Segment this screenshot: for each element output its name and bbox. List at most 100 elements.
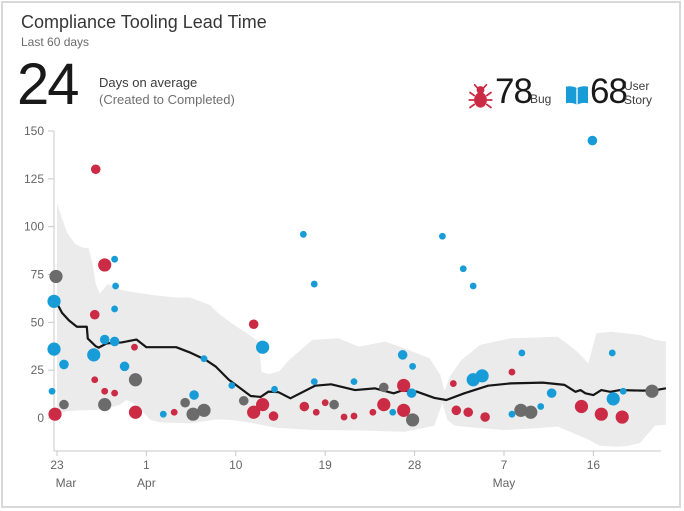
dot-bug[interactable] bbox=[463, 407, 474, 418]
dot-bug[interactable] bbox=[312, 408, 320, 416]
dot-other[interactable] bbox=[49, 269, 63, 284]
dot-bug[interactable] bbox=[480, 412, 490, 422]
bug-icon bbox=[468, 83, 493, 115]
dot-user-story[interactable] bbox=[350, 378, 358, 386]
dot-bug[interactable] bbox=[449, 380, 457, 387]
dot-user-story[interactable] bbox=[537, 403, 545, 410]
dot-user-story[interactable] bbox=[119, 361, 130, 372]
dot-bug[interactable] bbox=[268, 411, 279, 421]
dot-user-story[interactable] bbox=[475, 369, 489, 383]
dot-other[interactable] bbox=[514, 403, 528, 417]
y-tick-label: 50 bbox=[31, 315, 45, 329]
dot-user-story[interactable] bbox=[189, 390, 199, 400]
dot-user-story[interactable] bbox=[459, 265, 467, 273]
dot-bug[interactable] bbox=[369, 408, 377, 416]
dot-bug[interactable] bbox=[574, 399, 589, 414]
dot-bug[interactable] bbox=[90, 164, 101, 175]
dot-bug[interactable] bbox=[248, 319, 259, 330]
dot-other[interactable] bbox=[59, 399, 69, 410]
dot-bug[interactable] bbox=[170, 408, 178, 416]
dot-user-story[interactable] bbox=[389, 408, 397, 416]
dot-user-story[interactable] bbox=[310, 378, 318, 386]
dot-bug[interactable] bbox=[350, 412, 358, 420]
dot-user-story[interactable] bbox=[439, 232, 446, 240]
dot-user-story[interactable] bbox=[48, 387, 56, 395]
dot-user-story[interactable] bbox=[310, 280, 318, 288]
dot-bug[interactable] bbox=[397, 378, 411, 393]
widget-title: Compliance Tooling Lead Time bbox=[21, 12, 267, 32]
dot-bug[interactable] bbox=[340, 413, 348, 421]
story-label: User Story bbox=[624, 79, 653, 107]
dot-other[interactable] bbox=[197, 403, 211, 417]
x-tick-label: 23 bbox=[50, 458, 64, 472]
dot-bug[interactable] bbox=[594, 407, 608, 421]
dot-other[interactable] bbox=[329, 399, 339, 410]
dot-user-story[interactable] bbox=[406, 388, 417, 398]
dot-bug[interactable] bbox=[98, 258, 112, 272]
dot-user-story[interactable] bbox=[47, 342, 61, 356]
dot-user-story[interactable] bbox=[606, 392, 620, 406]
dot-user-story[interactable] bbox=[112, 282, 120, 290]
dot-bug[interactable] bbox=[48, 407, 62, 421]
dot-user-story[interactable] bbox=[109, 336, 120, 347]
dot-user-story[interactable] bbox=[469, 282, 477, 290]
dot-user-story[interactable] bbox=[59, 359, 69, 370]
bug-label: Bug bbox=[530, 92, 552, 106]
average-days-label: Days on average bbox=[99, 75, 198, 90]
x-tick-label: 16 bbox=[587, 458, 601, 472]
dot-other[interactable] bbox=[98, 398, 112, 412]
dot-user-story[interactable] bbox=[619, 387, 627, 395]
dot-bug[interactable] bbox=[247, 405, 261, 419]
dot-user-story[interactable] bbox=[111, 305, 119, 313]
dot-user-story[interactable] bbox=[608, 349, 616, 357]
stddev-band bbox=[57, 203, 666, 447]
x-month-label: Apr bbox=[137, 476, 156, 490]
dot-user-story[interactable] bbox=[546, 388, 557, 398]
x-tick-label: 10 bbox=[229, 458, 243, 472]
dot-user-story[interactable] bbox=[200, 355, 208, 363]
dot-other[interactable] bbox=[645, 384, 659, 398]
dot-user-story[interactable] bbox=[111, 255, 119, 263]
dot-user-story[interactable] bbox=[47, 294, 61, 308]
dot-other[interactable] bbox=[406, 413, 420, 427]
trend-line bbox=[56, 302, 667, 402]
dot-bug[interactable] bbox=[91, 376, 99, 384]
dot-bug[interactable] bbox=[128, 405, 143, 419]
dot-user-story[interactable] bbox=[99, 334, 110, 345]
dot-bug[interactable] bbox=[615, 410, 629, 424]
dot-user-story[interactable] bbox=[271, 385, 278, 393]
dot-bug[interactable] bbox=[397, 403, 411, 417]
dot-user-story[interactable] bbox=[397, 350, 408, 360]
dot-other[interactable] bbox=[128, 373, 143, 387]
dot-other[interactable] bbox=[186, 407, 200, 421]
y-tick-label: 150 bbox=[24, 124, 44, 138]
dot-bug[interactable] bbox=[321, 399, 329, 407]
dot-bug[interactable] bbox=[111, 389, 119, 397]
dot-other[interactable] bbox=[238, 395, 249, 406]
dot-bug[interactable] bbox=[377, 398, 391, 412]
dot-other[interactable] bbox=[524, 405, 538, 419]
dot-user-story[interactable] bbox=[299, 230, 307, 238]
dot-bug[interactable] bbox=[256, 398, 270, 412]
dot-user-story[interactable] bbox=[508, 410, 516, 418]
dot-user-story[interactable] bbox=[87, 348, 101, 362]
dot-user-story[interactable] bbox=[409, 362, 417, 370]
dot-bug[interactable] bbox=[89, 309, 100, 320]
dot-bug[interactable] bbox=[299, 401, 310, 412]
average-days-sublabel: (Created to Completed) bbox=[99, 92, 235, 107]
dot-user-story[interactable] bbox=[256, 340, 270, 354]
dot-user-story[interactable] bbox=[587, 135, 598, 146]
dot-user-story[interactable] bbox=[159, 410, 167, 418]
dot-other[interactable] bbox=[180, 397, 190, 408]
dot-bug[interactable] bbox=[131, 343, 138, 351]
dot-bug[interactable] bbox=[508, 368, 516, 376]
dot-user-story[interactable] bbox=[518, 349, 526, 357]
x-month-label: May bbox=[493, 476, 516, 490]
dot-user-story[interactable] bbox=[228, 382, 236, 389]
x-tick-label: 28 bbox=[408, 458, 422, 472]
y-tick-label: 25 bbox=[31, 363, 45, 377]
dot-bug[interactable] bbox=[451, 405, 462, 416]
dot-bug[interactable] bbox=[101, 387, 109, 395]
dot-other[interactable] bbox=[378, 382, 389, 393]
